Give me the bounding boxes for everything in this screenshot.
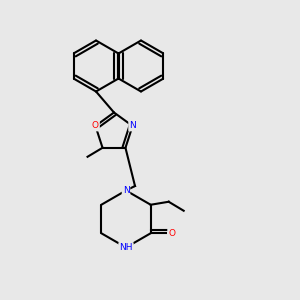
Text: N: N [123, 186, 129, 195]
Text: O: O [92, 122, 99, 130]
Text: NH: NH [119, 243, 133, 252]
Text: O: O [168, 229, 175, 238]
Text: N: N [129, 122, 136, 130]
